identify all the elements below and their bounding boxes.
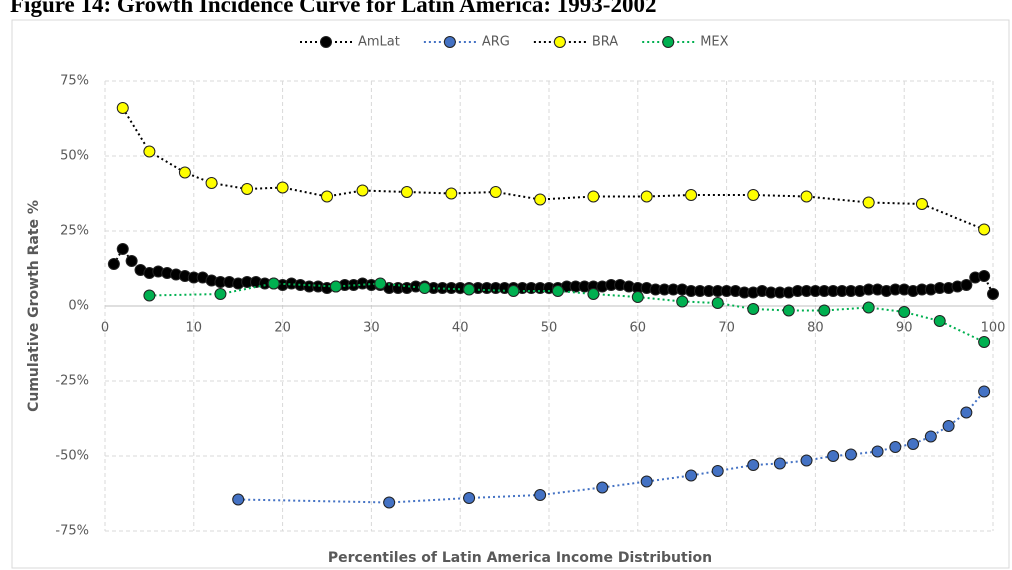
point	[987, 288, 999, 300]
point	[711, 465, 724, 477]
legend-marker	[553, 36, 566, 48]
y-tick-label: -75%	[55, 524, 89, 539]
point	[978, 223, 991, 236]
x-tick-label: 100	[981, 321, 1006, 336]
point	[534, 489, 547, 501]
legend-marker	[320, 36, 332, 48]
point	[782, 304, 795, 317]
point	[356, 184, 369, 197]
point	[534, 193, 547, 206]
point	[889, 441, 902, 453]
point	[907, 438, 920, 450]
point	[844, 448, 857, 461]
point	[463, 492, 476, 504]
point	[143, 289, 156, 302]
y-tick-label: -50%	[55, 449, 89, 464]
point	[125, 255, 138, 267]
legend-label: ARG	[482, 35, 510, 50]
point	[800, 190, 813, 203]
point	[862, 196, 875, 209]
legend-marker	[443, 36, 456, 48]
point	[871, 445, 884, 458]
point	[711, 297, 724, 309]
point	[107, 258, 120, 270]
x-tick-label: 80	[807, 321, 824, 336]
point	[631, 291, 644, 303]
y-tick-label: 50%	[60, 149, 89, 164]
point	[507, 285, 520, 297]
point	[383, 496, 396, 509]
x-tick-label: 90	[896, 321, 913, 336]
point	[587, 190, 600, 203]
y-tick-label: 25%	[60, 224, 89, 239]
x-tick-label: 0	[101, 321, 109, 336]
series-line	[121, 107, 985, 231]
point	[445, 187, 458, 200]
point	[862, 301, 875, 314]
point	[267, 277, 280, 290]
x-tick-label: 10	[186, 321, 203, 336]
point	[321, 190, 333, 203]
x-axis-title: Percentiles of Latin America Income Dist…	[328, 550, 712, 566]
point	[116, 102, 129, 114]
point	[978, 385, 991, 398]
point	[400, 186, 413, 198]
point	[747, 303, 760, 315]
point	[898, 306, 911, 318]
chart-title: Figure 14: Growth Incidence Curve for La…	[10, 0, 656, 17]
point	[463, 283, 476, 296]
point	[640, 475, 653, 488]
point	[818, 304, 831, 317]
point	[374, 277, 387, 290]
point	[241, 183, 254, 195]
point	[933, 315, 946, 327]
point	[827, 450, 840, 462]
point	[960, 279, 973, 291]
point	[205, 177, 218, 189]
point	[329, 280, 342, 293]
y-tick-label: 0%	[68, 299, 89, 314]
point	[924, 430, 937, 443]
point	[685, 469, 698, 482]
point	[915, 198, 928, 210]
series-line	[149, 282, 985, 343]
point	[143, 145, 156, 158]
point	[640, 190, 653, 203]
x-tick-label: 20	[274, 321, 291, 336]
point	[489, 186, 502, 198]
point	[747, 459, 760, 471]
x-tick-label: 40	[452, 321, 469, 336]
y-tick-label: 75%	[60, 74, 89, 89]
point	[676, 295, 689, 308]
point	[978, 336, 991, 348]
point	[418, 282, 431, 294]
point	[596, 481, 609, 494]
point	[773, 457, 786, 470]
point	[587, 288, 600, 300]
y-axis-title: Cumulative Growth Rate %	[26, 200, 42, 412]
point	[178, 166, 191, 179]
legend-label: AmLat	[358, 35, 400, 50]
point	[960, 406, 973, 419]
point	[232, 493, 245, 506]
x-tick-label: 30	[363, 321, 380, 336]
point	[214, 288, 227, 300]
point	[685, 189, 698, 201]
point	[978, 270, 991, 282]
point	[800, 454, 813, 467]
legend-label: BRA	[592, 35, 618, 50]
legend-marker	[662, 36, 675, 48]
x-tick-label: 70	[718, 321, 735, 336]
x-tick-label: 60	[630, 321, 647, 336]
point	[942, 420, 955, 432]
point	[551, 285, 564, 297]
point	[116, 243, 129, 255]
legend-label: MEX	[700, 35, 728, 50]
x-tick-label: 50	[541, 321, 558, 336]
point	[747, 189, 760, 201]
y-tick-label: -25%	[55, 374, 89, 389]
point	[276, 181, 289, 194]
